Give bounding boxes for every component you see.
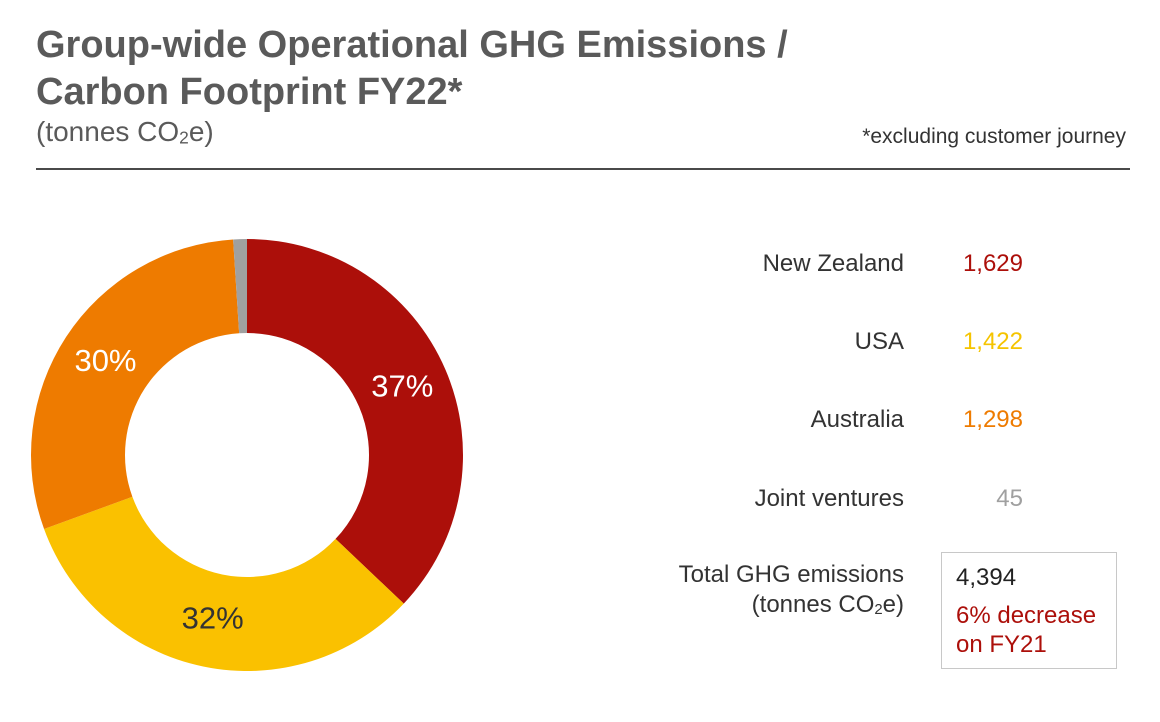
chart-title-line-1: Group-wide Operational GHG Emissions / xyxy=(36,24,788,66)
total-box: 4,394 6% decrease on FY21 xyxy=(941,552,1117,669)
donut-slice-usa xyxy=(44,496,404,671)
legend-row-new-zealand: New Zealand 1,629 xyxy=(0,250,1160,290)
subtitle-unit-subscript: 2 xyxy=(179,127,189,148)
legend-label-australia: Australia xyxy=(810,406,904,433)
legend-value-new-zealand: 1,629 xyxy=(962,250,1023,277)
total-label-line-1: Total GHG emissions xyxy=(678,561,904,588)
legend-row-joint-ventures: Joint ventures 45 xyxy=(0,485,1160,525)
header-divider xyxy=(36,168,1130,170)
subtitle-unit-prefix: (tonnes CO xyxy=(36,116,180,147)
legend-value-joint-ventures: 45 xyxy=(996,485,1023,512)
legend-value-usa: 1,422 xyxy=(962,328,1023,355)
footnote: *excluding customer journey xyxy=(862,125,1126,148)
legend-label-joint-ventures: Joint ventures xyxy=(754,485,904,512)
total-unit-suffix: e) xyxy=(882,591,904,618)
donut-slice-new-zealand xyxy=(247,239,464,604)
total-change-line-1: 6% decrease xyxy=(956,602,1097,629)
chart-title-line-2: Carbon Footprint FY22* xyxy=(36,71,463,113)
donut-slice-australia xyxy=(31,239,240,529)
total-label-line-2: (tonnes CO2e) xyxy=(679,590,904,625)
donut-slice-joint-ventures xyxy=(233,239,247,334)
legend-row-australia: Australia 1,298 xyxy=(0,406,1160,446)
legend-label-usa: USA xyxy=(854,328,904,355)
percent-label-new-zealand: 37% xyxy=(371,368,433,403)
total-value: 4,394 xyxy=(956,564,1017,591)
total-change-line-2: on FY21 xyxy=(956,631,1047,658)
legend-value-australia: 1,298 xyxy=(962,406,1023,433)
legend-label-new-zealand: New Zealand xyxy=(762,250,904,277)
subtitle-unit-suffix: e) xyxy=(188,116,214,147)
percent-label-usa: 32% xyxy=(182,601,244,636)
total-change: 6% decrease on FY21 xyxy=(956,601,1116,659)
chart-subtitle: (tonnes CO2e) xyxy=(36,116,214,149)
total-unit-prefix: (tonnes CO xyxy=(751,591,875,618)
total-label: Total GHG emissions (tonnes CO2e) xyxy=(679,560,904,625)
total-unit-subscript: 2 xyxy=(874,602,883,619)
legend-row-usa: USA 1,422 xyxy=(0,328,1160,368)
percent-label-australia: 30% xyxy=(74,343,136,378)
chart-title: Group-wide Operational GHG Emissions / C… xyxy=(36,22,936,116)
